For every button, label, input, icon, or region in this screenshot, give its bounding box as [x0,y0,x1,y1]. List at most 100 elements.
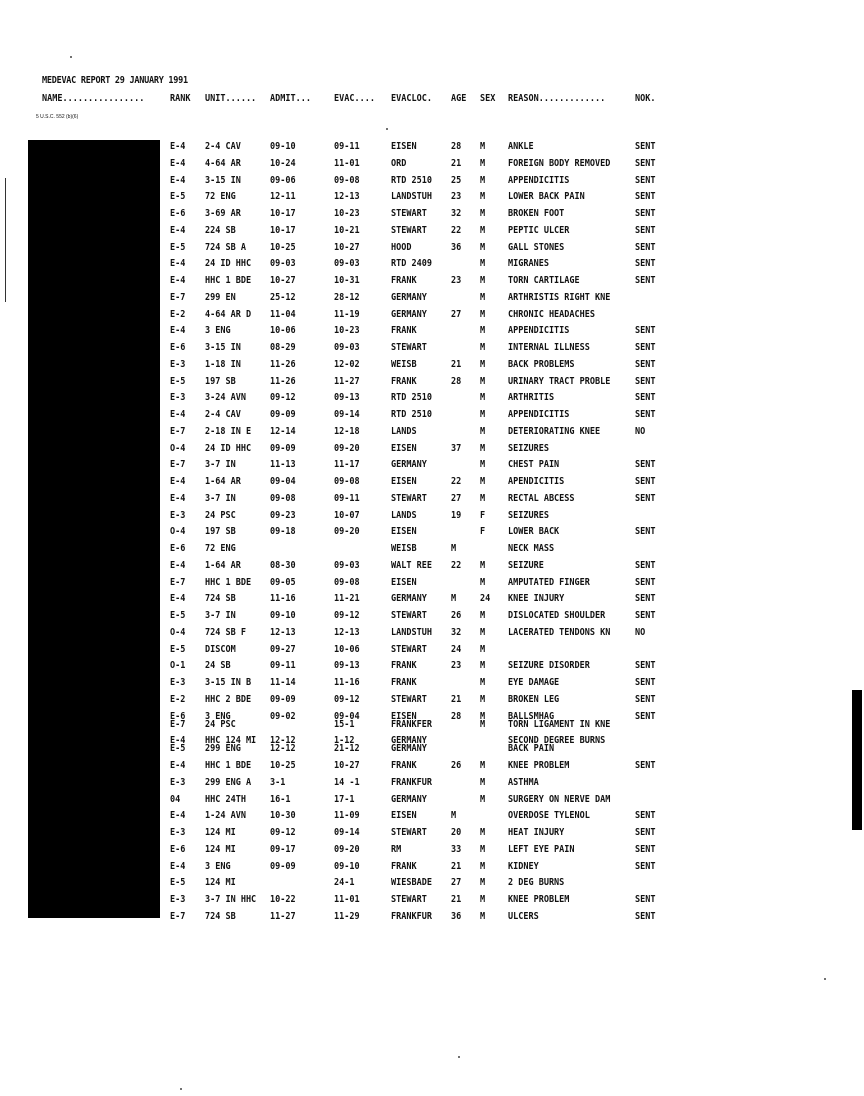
cell-evacloc: GERMANY [391,743,427,755]
cell-evac: 09-20 [334,442,360,454]
cell-age: 27 [451,492,462,504]
cell-nok: SENT [635,358,656,370]
cell-unit: 3 ENG [205,860,231,872]
cell-reason: SEIZURE DISORDER [508,660,590,672]
cell-evac: 09-14 [334,827,360,838]
cell-reason: APPENDICITIS [508,409,570,420]
cell-unit: HHC 1 BDE [205,760,252,771]
cell-age: 28 [451,141,462,152]
cell-rank: E-5 [170,241,186,253]
cell-evac: 10-27 [334,760,360,771]
cell-evac: 10-27 [334,241,360,253]
cell-unit: 24 ID HHC [205,442,252,454]
cell-reason: LACERATED TENDONS KN [508,626,611,638]
header-evac: EVAC.... [334,93,375,104]
cell-admit: 09-09 [270,693,296,705]
cell-sex: F [480,509,486,521]
cell-evac: 09-10 [334,860,360,872]
cell-evacloc: EISEN [391,141,417,152]
cell-evac: 28-12 [334,291,360,303]
cell-evacloc: LANDSTUH [391,626,432,638]
cell-admit: 09-09 [270,442,296,454]
cell-evac: 09-13 [334,660,360,672]
cell-rank: E-4 [170,476,186,487]
cell-sex: M [480,877,486,889]
cell-rank: E-4 [170,559,186,571]
scan-edge-line [5,178,6,302]
cell-evacloc: EISEN [391,442,417,454]
cell-evac: 09-12 [334,610,360,621]
table-row: E-5 DISCOM 09-27 10-06 STEWART 24 M [0,644,864,661]
cell-unit: 3 ENG [205,710,231,722]
cell-sex: F [480,526,486,538]
table-row: E-3 1-18 IN 11-26 12-02 WEISB 21 M BACK PROBLEM… [0,359,864,376]
header-admit: ADMIT... [270,93,311,104]
cell-unit: 299 EN [205,291,236,303]
cell-nok: SENT [635,275,656,286]
cell-age: 36 [451,910,462,922]
scan-edge-bar [852,690,862,830]
cell-unit: 724 SB [205,910,236,922]
redaction-block [28,140,160,918]
cell-unit: 124 MI [205,843,236,855]
cell-unit: 3-7 IN [205,610,236,621]
cell-reason: RECTAL ABCESS [508,492,575,504]
cell-evacloc: FRANKFER [391,718,432,730]
cell-nok: SENT [635,526,656,538]
header-evacloc: EVACLOC. [391,93,432,104]
cell-admit: 09-27 [270,643,296,655]
cell-unit: 124 MI [205,877,236,889]
cell-sex: M [480,843,486,855]
cell-evacloc: FRANKFUR [391,910,432,922]
cell-evacloc: FRANKFUR [391,776,432,788]
cell-evac: 14 -1 [334,776,360,788]
cell-reason: BROKEN FOOT [508,208,565,219]
cell-nok: SENT [635,827,656,838]
scan-speck [70,56,72,58]
cell-rank: E-6 [170,543,186,554]
cell-admit: 09-12 [270,827,296,838]
cell-sex: M [480,358,486,370]
cell-evacloc: WEISB [391,543,417,554]
cell-admit: 10-17 [270,208,296,219]
cell-evac: 10-21 [334,224,360,236]
cell-admit: 10-22 [270,894,296,905]
cell-evac: 10-06 [334,643,360,655]
cell-evacloc: STEWART [391,492,427,504]
cell-age: 22 [451,476,462,487]
cell-unit: 724 SB A [205,241,246,253]
cell-evacloc: STEWART [391,827,427,838]
medevac-table: E-4 2-4 CAV 09-10 09-11 EISEN 28 M ANKLE SENT E-4… [0,141,864,928]
cell-reason: ARTHRITIS [508,392,555,404]
table-row: O-4 24 ID HHC 09-09 09-20 EISEN 37 M SEIZURES [0,443,864,460]
table-row: O-4 724 SB F 12-13 12-13 LANDSTUH 32 M LACERATE… [0,627,864,644]
cell-unit: 197 SB [205,375,236,387]
cell-unit: 24 SB [205,660,231,672]
cell-rank: E-4 [170,409,186,420]
table-row: E-6 72 ENG WEISB M NECK MASS [0,543,864,560]
cell-unit: 1-18 IN [205,358,241,370]
cell-evac: 1-12 [334,735,355,747]
cell-rank: E-4 [170,325,186,337]
table-row: E-2 HHC 2 BDE 09-09 09-12 STEWART 21 M BROKEN L… [0,694,864,711]
cell-reason: PEPTIC ULCER [508,224,570,236]
cell-evacloc: WIESBADE [391,877,432,889]
cell-age: 26 [451,760,462,771]
cell-rank: E-2 [170,693,186,705]
cell-rank: E-4 [170,492,186,504]
cell-admit: 10-06 [270,325,296,337]
cell-reason: LOWER BACK [508,526,560,538]
cell-reason: TORN CARTILAGE [508,275,580,286]
table-row: E-5 299 ENG 12-12 21-12 GERMANY BACK PAIN [0,743,864,760]
cell-unit: 3-7 IN [205,459,236,471]
cell-evacloc: EISEN [391,476,417,487]
cell-evac: 09-14 [334,409,360,420]
cell-admit: 09-08 [270,492,296,504]
cell-reason: URINARY TRACT PROBLE [508,375,611,387]
table-row: E-3 124 MI 09-12 09-14 STEWART 20 M HEAT INJURY… [0,827,864,844]
cell-reason: MIGRANES [508,258,549,270]
cell-evacloc: STEWART [391,693,427,705]
cell-evacloc: WEISB [391,358,417,370]
cell-evacloc: EISEN [391,526,417,538]
table-row: E-4 HHC 124 MI 12-12 1-12 GERMANY SECOND DEGR… [0,735,864,747]
